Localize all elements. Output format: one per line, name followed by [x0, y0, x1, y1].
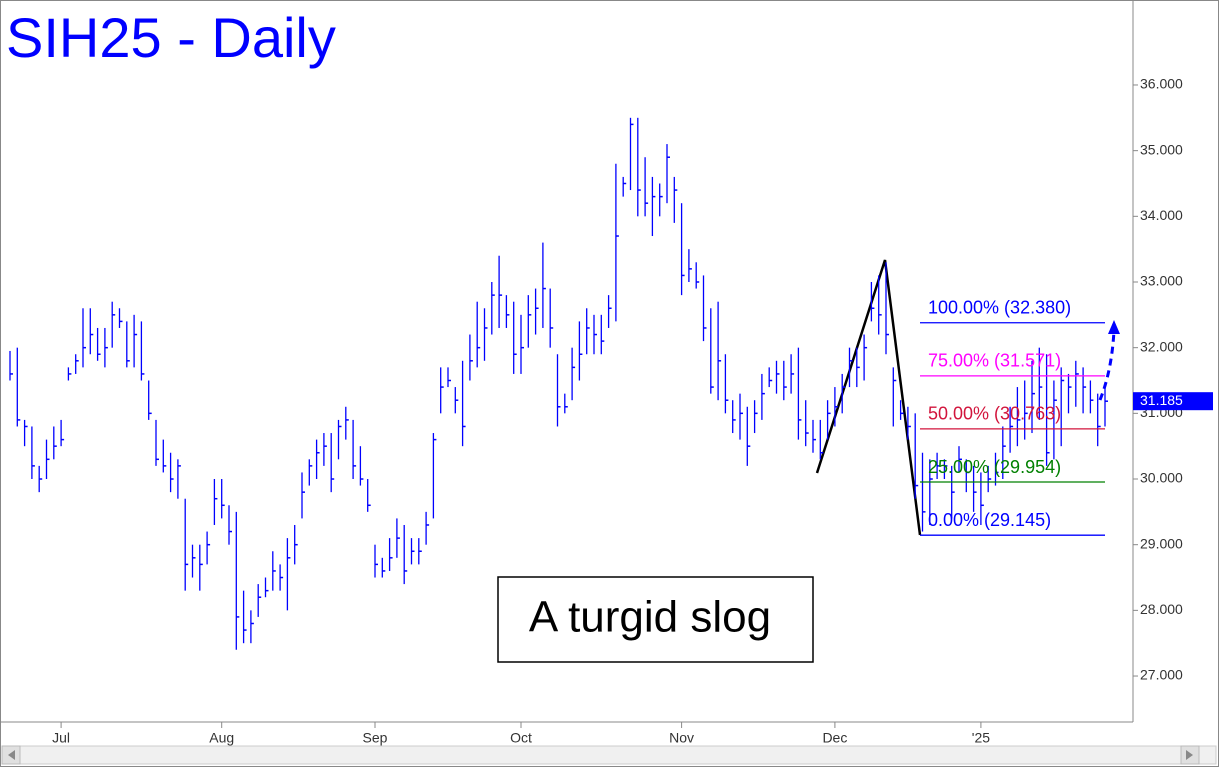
y-tick-label: 28.000	[1140, 601, 1183, 617]
last-price-tag	[1133, 392, 1213, 411]
y-tick-label: 36.000	[1140, 76, 1183, 92]
level-label: 0.00% (29.145)	[928, 510, 1051, 530]
level-label: 100.00% (32.380)	[928, 297, 1071, 317]
level-label: 50.00% (30.763)	[928, 404, 1061, 424]
scroll-right-icon	[1186, 750, 1193, 760]
x-tick-label: Aug	[209, 730, 234, 746]
x-tick-label: Nov	[669, 730, 694, 746]
annotation-box	[497, 576, 814, 663]
y-tick-label: 27.000	[1140, 667, 1183, 683]
level-label: 25.00% (29.954)	[928, 457, 1061, 477]
y-tick-label: 32.000	[1140, 338, 1183, 354]
x-tick-label: '25	[972, 730, 990, 746]
scrollbar[interactable]	[1, 745, 1217, 765]
y-tick-label: 34.000	[1140, 207, 1183, 223]
y-tick-label: 30.000	[1140, 470, 1183, 486]
target-arrowhead	[1108, 320, 1120, 334]
chart-title: SIH25 - Daily	[6, 6, 336, 69]
target-arrow	[1098, 329, 1116, 401]
y-tick-label: 35.000	[1140, 141, 1183, 157]
y-tick-label: 33.000	[1140, 273, 1183, 289]
x-tick-label: Dec	[822, 730, 847, 746]
last-price-label: 31.185	[1140, 392, 1183, 408]
x-tick-label: Jul	[52, 730, 70, 746]
level-label: 75.00% (31.571)	[928, 351, 1061, 371]
x-tick-label: Oct	[510, 730, 532, 746]
y-tick-label: 29.000	[1140, 535, 1183, 551]
pattern-line	[815, 259, 922, 536]
scroll-left-icon	[8, 750, 15, 760]
annotation-text: A turgid slog	[529, 593, 771, 642]
x-tick-label: Sep	[363, 730, 388, 746]
